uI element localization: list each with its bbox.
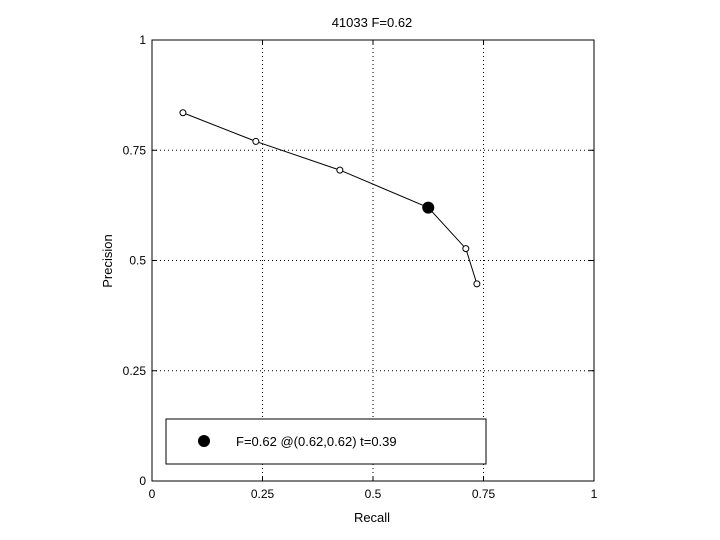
y-tick-label: 0.75 xyxy=(123,143,147,157)
axes xyxy=(151,39,595,482)
x-tick-label: 0 xyxy=(149,487,156,501)
y-tick-label: 0.5 xyxy=(129,254,146,268)
legend-box xyxy=(165,418,487,465)
grid xyxy=(152,40,594,481)
x-tick-label: 0.75 xyxy=(472,487,496,501)
x-axis-title: Recall xyxy=(354,510,390,525)
series-line xyxy=(182,112,478,285)
x-tick-label: 0.5 xyxy=(365,487,382,501)
data-point xyxy=(462,245,470,253)
best-f-point xyxy=(422,201,435,214)
y-tick-label: 0.25 xyxy=(123,364,147,378)
legend-marker xyxy=(198,435,210,447)
legend-entry: F=0.62 @(0.62,0.62) t=0.39 xyxy=(236,434,397,449)
chart-title: 41033 F=0.62 xyxy=(332,15,413,30)
y-tick-label: 0 xyxy=(139,474,146,488)
data-point xyxy=(179,109,187,117)
tick-labels: 0 0.25 0.5 0.75 1 0 0.25 0.5 0.75 1 xyxy=(123,33,598,501)
data-point xyxy=(473,280,481,288)
data-point xyxy=(252,137,260,145)
x-tick-label: 0.25 xyxy=(251,487,275,501)
series xyxy=(179,109,481,288)
data-point xyxy=(336,166,344,174)
x-tick-label: 1 xyxy=(591,487,598,501)
legend: F=0.62 @(0.62,0.62) t=0.39 xyxy=(165,418,487,465)
y-axis-title: Precision xyxy=(100,234,115,287)
y-tick-label: 1 xyxy=(139,33,146,47)
